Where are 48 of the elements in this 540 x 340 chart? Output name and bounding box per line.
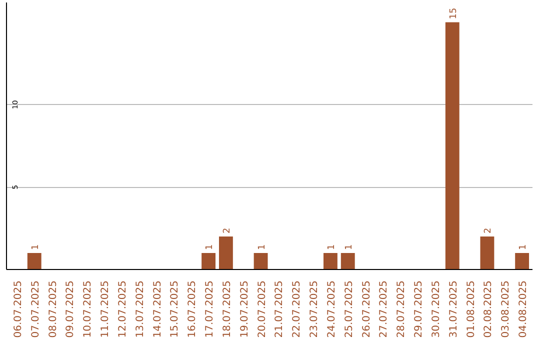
x-tick-label: 19.07.2025 <box>239 280 250 338</box>
x-tick-label: 21.07.2025 <box>274 280 286 338</box>
x-tick-label: 08.07.2025 <box>48 280 59 338</box>
x-tick-label: 27.07.2025 <box>378 280 390 338</box>
data-label: 1 <box>518 244 529 250</box>
x-tick-label: 17.07.2025 <box>204 280 216 338</box>
x-tick-label: 06.07.2025 <box>12 280 24 338</box>
x-tick-label: 11.07.2025 <box>100 280 112 338</box>
x-tick-label: 02.08.2025 <box>483 280 494 338</box>
x-tick-label: 15.07.2025 <box>170 280 181 338</box>
x-tick-label: 12.07.2025 <box>117 280 128 338</box>
x-tick-label: 31.07.2025 <box>448 280 460 338</box>
x-tick-label: 22.07.2025 <box>292 280 303 338</box>
data-label: 1 <box>326 244 337 250</box>
x-tick-label: 09.07.2025 <box>65 280 76 338</box>
x-tick-label: 18.07.2025 <box>222 280 233 338</box>
data-label: 2 <box>484 228 494 234</box>
data-label: 1 <box>257 244 268 250</box>
data-label: 1 <box>30 244 41 250</box>
x-tick-label: 14.07.2025 <box>152 280 164 338</box>
bar <box>323 253 338 270</box>
data-label: 1 <box>205 244 216 250</box>
x-tick-label: 04.08.2025 <box>518 280 530 338</box>
x-tick-label: 24.07.2025 <box>326 280 338 338</box>
x-tick-label: 13.07.2025 <box>134 280 146 338</box>
x-tick-label: 01.08.2025 <box>466 280 477 338</box>
bar <box>218 236 233 270</box>
x-tick-label: 25.07.2025 <box>344 280 355 338</box>
bar <box>202 253 216 270</box>
x-tick-label: 23.07.2025 <box>309 280 320 338</box>
data-label: 2 <box>222 228 232 234</box>
bar <box>445 22 460 270</box>
x-tick-label: 10.07.2025 <box>82 280 94 338</box>
x-tick-label: 26.07.2025 <box>361 280 372 338</box>
x-tick-label: 03.08.2025 <box>500 280 512 338</box>
bar <box>480 236 494 270</box>
bar <box>515 253 530 270</box>
x-tick-label: 07.07.2025 <box>30 280 42 338</box>
bar <box>340 253 355 270</box>
data-label: 15 <box>448 8 459 20</box>
x-tick-label: 29.07.2025 <box>414 280 425 338</box>
bar <box>254 253 268 270</box>
x-tick-label: 20.07.2025 <box>256 280 268 338</box>
data-label: 1 <box>344 244 354 250</box>
x-tick-label: 16.07.2025 <box>187 280 198 338</box>
bar <box>27 253 42 270</box>
x-tick-label: 30.07.2025 <box>430 280 442 338</box>
x-tick-label: 28.07.2025 <box>396 280 408 338</box>
